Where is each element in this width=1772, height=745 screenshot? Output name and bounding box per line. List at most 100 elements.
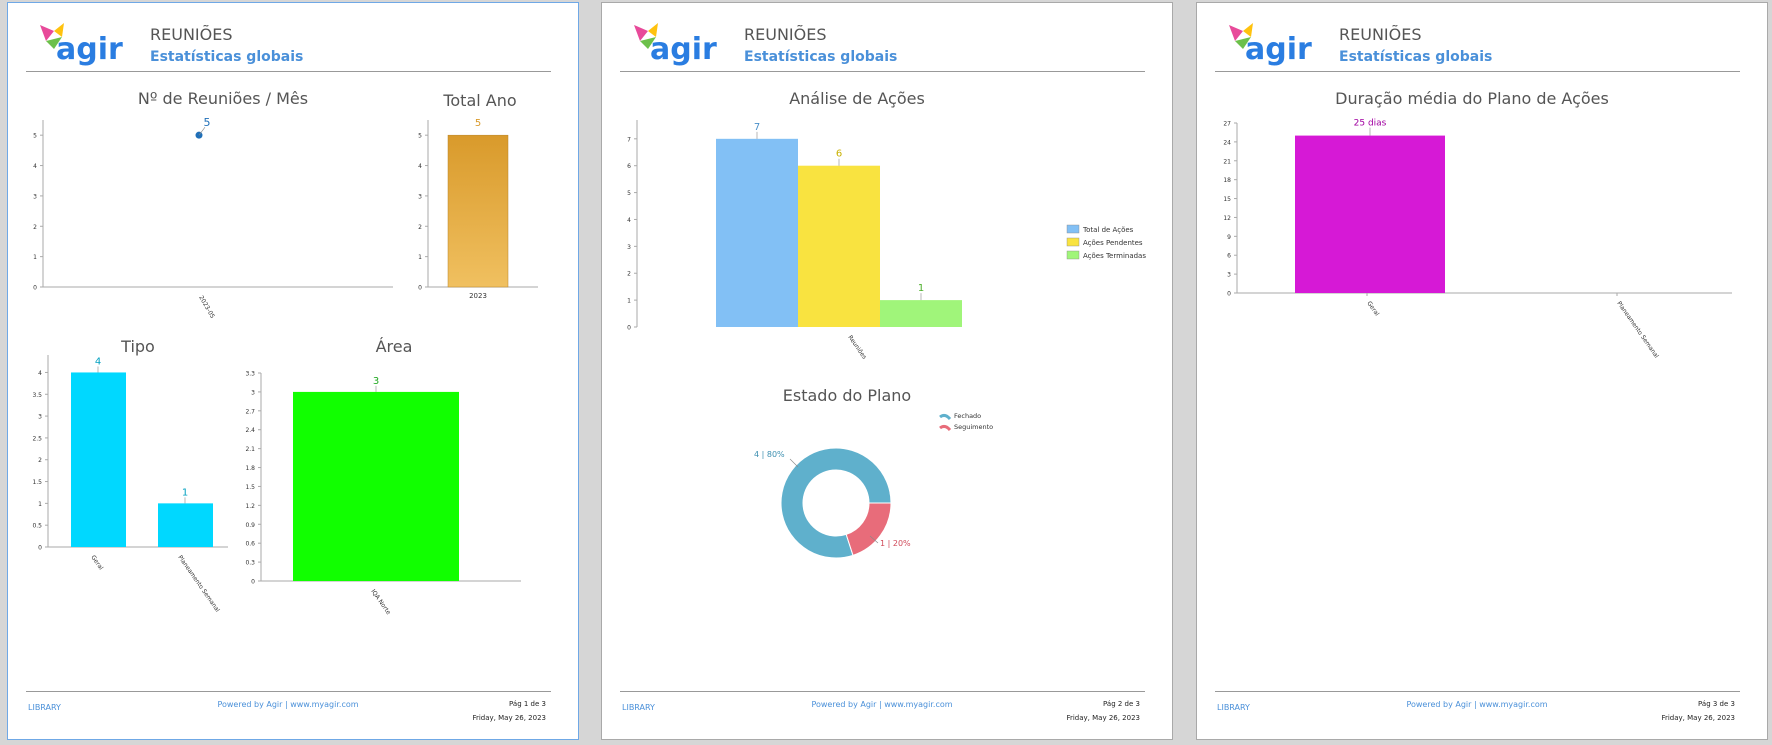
data-label: 1 xyxy=(182,487,188,498)
y-tick-label: 0.3 xyxy=(245,560,255,567)
report-page-2[interactable]: agir REUNIÕES Estatísticas globais Análi… xyxy=(601,2,1173,740)
bar xyxy=(447,134,509,288)
chart-title: Duração média do Plano de Ações xyxy=(1335,89,1609,108)
report-page-3[interactable]: agir REUNIÕES Estatísticas globais Duraç… xyxy=(1196,2,1768,740)
data-label: 7 xyxy=(754,122,760,133)
footer-date: Friday, May 26, 2023 xyxy=(472,714,546,722)
footer-date: Friday, May 26, 2023 xyxy=(1661,714,1735,722)
y-tick-label: 3 xyxy=(627,244,631,251)
legend-label: Total de Ações xyxy=(1082,226,1134,234)
legend-swatch xyxy=(1066,250,1080,260)
footer-library: LIBRARY xyxy=(622,703,655,712)
y-tick-label: 4 xyxy=(33,163,37,170)
data-label: 1 | 20% xyxy=(880,539,911,548)
data-label: 5 xyxy=(475,118,481,129)
report-title: REUNIÕES xyxy=(744,25,827,44)
data-label: 1 xyxy=(918,283,924,294)
y-tick-label: 1 xyxy=(627,298,631,305)
y-tick-label: 0 xyxy=(38,545,42,552)
data-label: 4 | 80% xyxy=(754,450,785,459)
y-tick-label: 9 xyxy=(1227,234,1231,241)
chart-title: Nº de Reuniões / Mês xyxy=(138,89,308,108)
y-tick-label: 3 xyxy=(418,193,422,200)
y-tick-label: 2 xyxy=(418,224,422,231)
chart-title: Tipo xyxy=(120,337,155,356)
y-tick-label: 1.8 xyxy=(245,465,255,472)
chart-total-ano: Total Ano 0 1 2 3 4 5 5 2023 xyxy=(418,91,538,300)
x-tick-label: 2023 xyxy=(469,292,487,300)
y-tick-label: 3 xyxy=(1227,272,1231,279)
bar xyxy=(71,372,126,547)
y-tick-label: 6 xyxy=(1227,253,1231,260)
agir-logo: agir xyxy=(1229,23,1312,67)
y-tick-label: 0 xyxy=(627,325,631,332)
y-tick-label: 0 xyxy=(418,285,422,292)
leader-line xyxy=(198,127,206,136)
chart-title: Estado do Plano xyxy=(783,386,911,405)
y-tick-label: 3 xyxy=(33,193,37,200)
y-tick-label: 0.6 xyxy=(245,541,255,548)
footer-powered-by: Powered by Agir | www.myagir.com xyxy=(1406,700,1548,709)
y-tick-label: 4 xyxy=(418,163,422,170)
footer-powered-by: Powered by Agir | www.myagir.com xyxy=(217,700,359,709)
legend-label: Ações Pendentes xyxy=(1083,239,1143,247)
y-tick-label: 2 xyxy=(627,271,631,278)
y-tick-label: 2 xyxy=(38,457,42,464)
y-tick-label: 15 xyxy=(1223,196,1231,203)
report-title: REUNIÕES xyxy=(1339,25,1422,44)
footer-library: LIBRARY xyxy=(1217,703,1250,712)
page-number: Pág 1 de 3 xyxy=(509,700,546,708)
data-label: 3 xyxy=(373,376,379,387)
chart-title: Análise de Ações xyxy=(789,89,925,108)
report-title: REUNIÕES xyxy=(150,25,233,44)
footer-divider xyxy=(620,691,1145,692)
x-tick-label: IQA Norte xyxy=(369,588,392,616)
y-tick-label: 0.9 xyxy=(245,522,255,529)
y-tick-label: 18 xyxy=(1223,177,1231,184)
donut-slice xyxy=(780,447,892,559)
legend-swatch xyxy=(939,424,952,432)
agir-logo: agir xyxy=(40,23,123,67)
y-tick-label: 5 xyxy=(33,133,37,140)
legend-label: Fechado xyxy=(954,412,981,420)
y-tick-label: 1 xyxy=(418,254,422,261)
bar xyxy=(293,391,459,581)
bar xyxy=(716,138,798,327)
y-tick-label: 0 xyxy=(251,579,255,586)
report-subtitle: Estatísticas globais xyxy=(1339,49,1493,65)
logo-text: agir xyxy=(56,32,123,67)
leader-line xyxy=(869,535,879,544)
report-page-1[interactable]: agir REUNIÕES Estatísticas globais Nº de… xyxy=(7,2,579,740)
chart-duracao-media: Duração média do Plano de Ações 0 3 6 9 12 15… xyxy=(1223,89,1732,360)
x-tick-label: Geral xyxy=(1365,300,1380,318)
y-tick-label: 2.7 xyxy=(245,408,255,415)
logo-text: agir xyxy=(1245,32,1312,67)
chart-reunioes-mes: Nº de Reuniões / Mês 0 1 2 3 4 5 5 2023-05 xyxy=(33,89,393,320)
y-tick-label: 27 xyxy=(1223,121,1231,128)
y-tick-label: 7 xyxy=(627,136,631,143)
y-tick-label: 3 xyxy=(38,414,42,421)
footer-date: Friday, May 26, 2023 xyxy=(1066,714,1140,722)
y-tick-label: 1 xyxy=(33,254,37,261)
y-tick-label: 2.5 xyxy=(32,435,42,442)
page-number: Pág 3 de 3 xyxy=(1698,700,1735,708)
y-tick-label: 4 xyxy=(38,370,42,377)
y-tick-label: 1.5 xyxy=(245,484,255,491)
y-tick-label: 0 xyxy=(33,285,37,292)
data-point xyxy=(195,131,203,139)
y-tick-label: 1 xyxy=(38,501,42,508)
y-tick-label: 24 xyxy=(1223,139,1231,146)
y-tick-label: 1.2 xyxy=(245,503,255,510)
footer-library: LIBRARY xyxy=(28,703,61,712)
y-tick-label: 0.5 xyxy=(32,523,42,530)
data-label: 25 dias xyxy=(1354,119,1387,129)
footer-powered-by: Powered by Agir | www.myagir.com xyxy=(811,700,953,709)
data-label: 5 xyxy=(204,116,211,129)
y-tick-label: 5 xyxy=(418,133,422,140)
chart-title: Área xyxy=(376,337,413,356)
y-tick-label: 4 xyxy=(627,217,631,224)
x-tick-label: Planeamento Semanal xyxy=(176,554,221,614)
y-tick-label: 12 xyxy=(1223,215,1231,222)
y-tick-label: 2.4 xyxy=(245,427,255,434)
header-divider xyxy=(26,71,551,72)
